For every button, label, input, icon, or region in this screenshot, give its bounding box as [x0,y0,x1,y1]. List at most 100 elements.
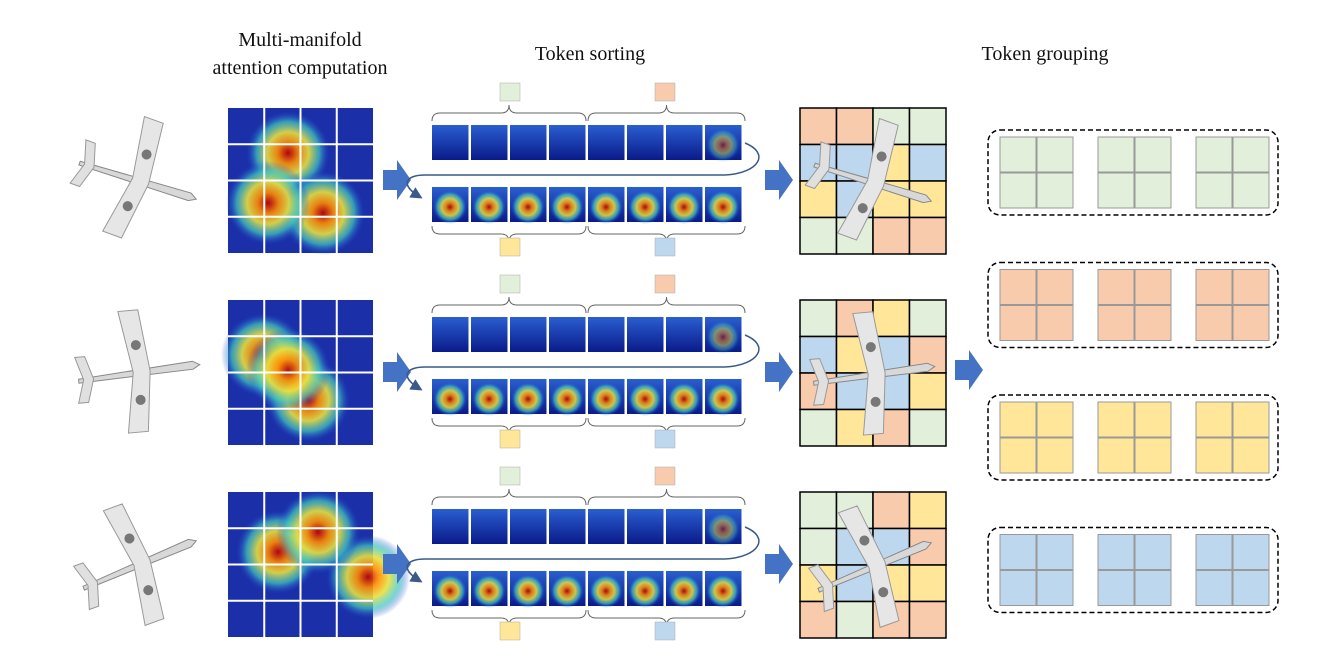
group-token [999,172,1037,209]
group-token [1134,136,1172,173]
airplane-engine [130,340,141,351]
sort-link [406,526,760,583]
group-token [999,570,1037,606]
group-token [1134,570,1172,606]
column-title: attention computation [213,57,388,79]
token-tile [471,317,508,352]
airplane-engine [124,533,135,544]
group-marker [499,82,521,102]
token-tile [627,317,664,352]
group-token [1134,305,1172,341]
grid-cell [908,564,947,603]
token-tile [627,125,664,160]
grid-cell [908,216,947,255]
airplane-engine [878,587,889,598]
group-token [1036,172,1074,209]
attention-hotspot [226,161,310,245]
token-tile [666,509,703,544]
group-token [1036,534,1074,570]
token-hotspot [628,574,662,608]
group-box [987,526,1279,614]
token-hotspot [706,512,740,546]
airplane [808,311,936,436]
group-marker [499,429,521,449]
token-hotspot [550,382,584,416]
token-tile [432,125,469,160]
token-tile [588,125,625,160]
group-token [1195,269,1233,305]
token-hotspot [706,574,740,608]
token-tile [510,125,547,160]
airplane-engine [122,201,133,212]
group-token [1097,269,1135,305]
flow-arrow [955,350,983,390]
token-hotspot [550,574,584,608]
column-title: Token grouping [982,43,1109,65]
group-marker [499,621,521,641]
token-hotspot [667,382,701,416]
token-tile [627,509,664,544]
group-box [987,394,1279,481]
group-token [1036,305,1074,341]
flow-arrow [383,160,411,200]
group-token [999,534,1037,570]
token-hotspot [706,128,740,162]
group-marker [654,466,676,486]
group-token [1195,534,1233,570]
group-token [1232,305,1270,341]
token-hotspot [706,382,740,416]
group-marker [654,621,676,641]
token-hotspot [667,574,701,608]
token-hotspot [472,574,506,608]
group-token [1097,136,1135,173]
token-hotspot [589,574,623,608]
token-hotspot [472,190,506,224]
airplane [73,309,201,434]
group-token [1195,172,1233,209]
group-token [1036,570,1074,606]
sort-link [406,334,760,391]
group-token [1134,437,1172,474]
group-token [1036,437,1074,474]
grid-cell [799,216,838,255]
token-hotspot [433,382,467,416]
token-hotspot [706,190,740,224]
airplane [72,503,198,627]
airplane-tail [808,358,830,406]
token-hotspot [550,190,584,224]
airplane-tail [807,564,835,613]
group-token [1134,269,1172,305]
token-tile [588,317,625,352]
group-marker [499,274,521,294]
flow-arrow [765,352,793,392]
group-token [1134,172,1172,209]
group-token [1195,570,1233,606]
token-hotspot [511,382,545,416]
column-title: Token sorting [535,43,645,65]
grid-cell [835,107,874,146]
airplane-engine [135,394,146,405]
grid-cell [799,107,838,146]
group-token [1232,437,1270,474]
group-marker [654,237,676,257]
group-token [1134,534,1172,570]
token-tile [549,125,586,160]
flow-arrow [765,160,793,200]
group-token [999,269,1037,305]
grid-cell [908,107,947,146]
group-token [1036,401,1074,438]
token-tile [432,317,469,352]
group-brace [431,296,587,314]
airplane-wing [117,309,151,434]
token-tile [588,509,625,544]
token-tile [471,509,508,544]
token-hotspot [511,190,545,224]
grid-cell [799,408,838,447]
airplane-engine [865,342,876,353]
group-token [1232,172,1270,209]
group-marker [654,429,676,449]
token-hotspot [706,320,740,354]
group-token [999,305,1037,341]
grid-cell [908,143,947,182]
